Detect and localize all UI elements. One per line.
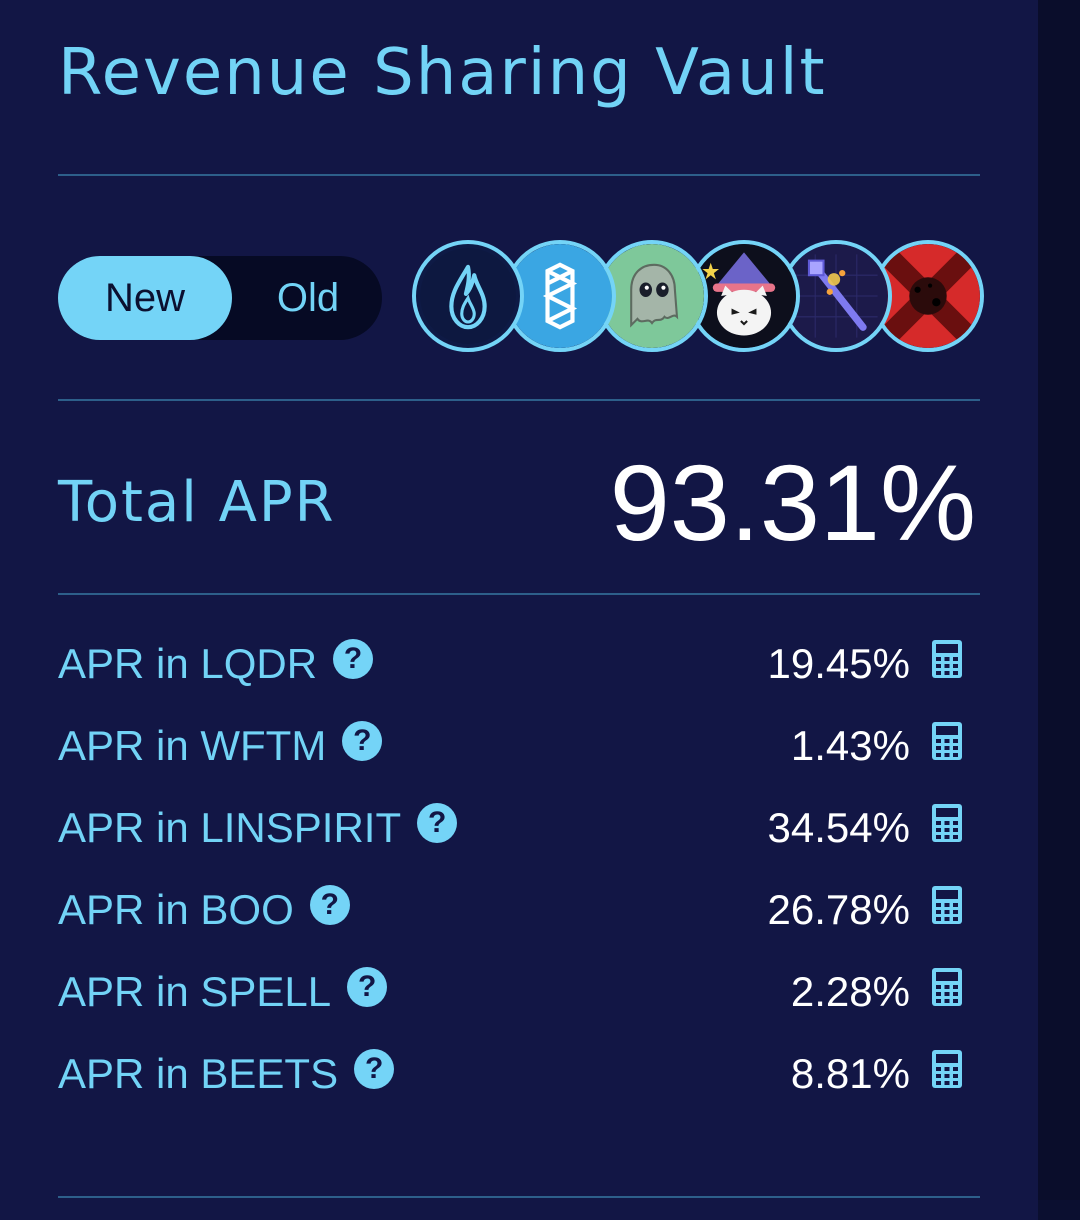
- divider: [58, 399, 980, 401]
- apr-row-wftm: APR in WFTM ? 1.43%: [58, 716, 980, 776]
- apr-label: APR in LINSPIRIT: [58, 804, 402, 851]
- apr-label: APR in LQDR: [58, 640, 318, 687]
- new-old-toggle[interactable]: New Old: [58, 256, 382, 340]
- apr-label: APR in BEETS: [58, 1050, 339, 1097]
- calculator-icon[interactable]: [932, 968, 962, 1006]
- apr-value: 2.28%: [790, 968, 910, 1015]
- total-apr-label: Total APR: [58, 470, 336, 535]
- apr-value: 34.54%: [767, 804, 910, 851]
- ghost-icon: [596, 240, 708, 352]
- apr-row-lqdr: APR in LQDR ? 19.45%: [58, 634, 980, 694]
- help-icon[interactable]: ?: [333, 639, 374, 679]
- apr-value: 1.43%: [790, 722, 910, 769]
- apr-label: APR in BOO: [58, 886, 294, 933]
- help-icon[interactable]: ?: [417, 803, 458, 843]
- apr-value: 19.45%: [767, 640, 910, 687]
- apr-row-beets: APR in BEETS ? 8.81%: [58, 1044, 980, 1104]
- reward-token-icons: [412, 240, 992, 356]
- vault-title: Revenue Sharing Vault: [58, 36, 827, 110]
- calculator-icon[interactable]: [932, 804, 962, 842]
- help-icon[interactable]: ?: [354, 1049, 395, 1089]
- help-icon[interactable]: ?: [309, 885, 350, 925]
- calculator-icon[interactable]: [932, 722, 962, 760]
- wizard-cat-icon: [688, 240, 800, 352]
- apr-value: 8.81%: [790, 1050, 910, 1097]
- help-icon[interactable]: ?: [342, 721, 383, 761]
- divider: [58, 174, 980, 176]
- calculator-icon[interactable]: [932, 640, 962, 678]
- divider: [58, 593, 980, 595]
- page-background-strip: [1038, 0, 1080, 1200]
- total-apr-value: 93.31%: [609, 442, 976, 563]
- apr-row-spell: APR in SPELL ? 2.28%: [58, 962, 980, 1022]
- magic-wand-icon: [780, 240, 892, 352]
- toggle-old-option[interactable]: Old: [276, 276, 340, 320]
- flame-icon: [412, 240, 524, 352]
- apr-row-boo: APR in BOO ? 26.78%: [58, 880, 980, 940]
- calculator-icon[interactable]: [932, 1050, 962, 1088]
- vault-card: [0, 0, 1038, 1220]
- apr-row-linspirit: APR in LINSPIRIT ? 34.54%: [58, 798, 980, 858]
- toggle-new-option[interactable]: New: [58, 256, 232, 340]
- fantom-icon: [504, 240, 616, 352]
- divider: [58, 1196, 980, 1198]
- help-icon[interactable]: ?: [347, 967, 388, 1007]
- apr-value: 26.78%: [767, 886, 910, 933]
- apr-label: APR in SPELL: [58, 968, 332, 1015]
- apr-label: APR in WFTM: [58, 722, 327, 769]
- calculator-icon[interactable]: [932, 886, 962, 924]
